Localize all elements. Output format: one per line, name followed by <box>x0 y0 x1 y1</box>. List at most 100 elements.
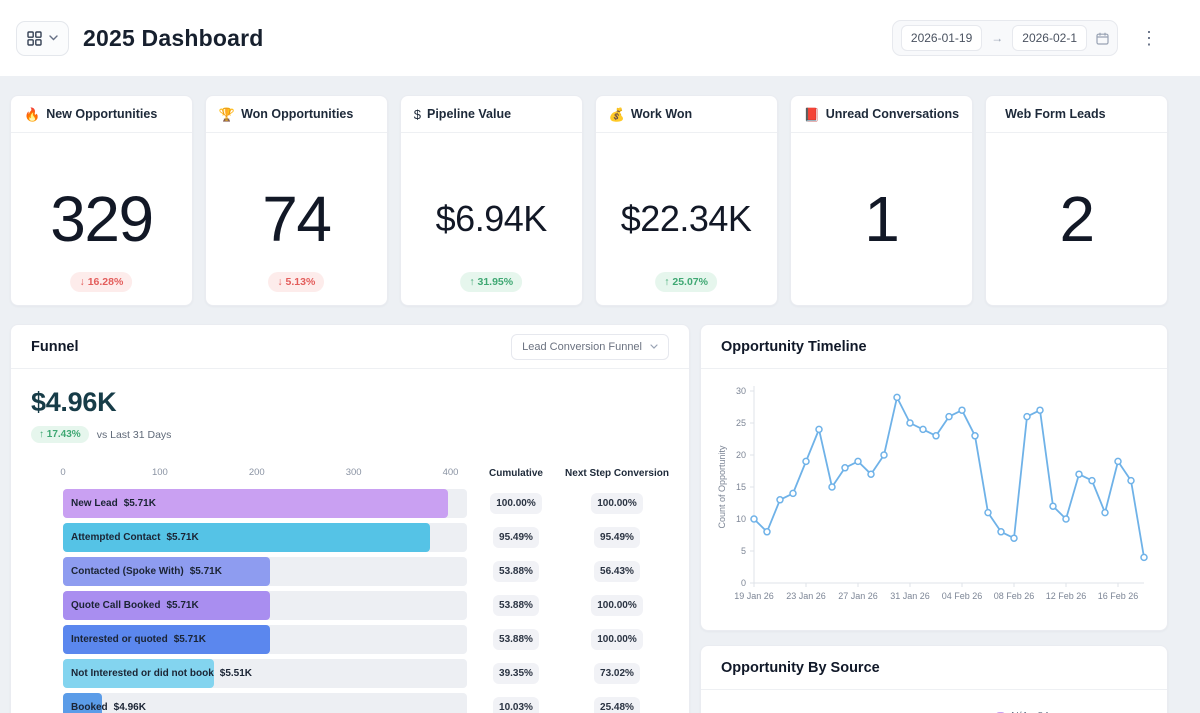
kpi-delta-badge: ↓ 16.28% <box>70 272 133 292</box>
date-range-picker[interactable]: 2026-01-19 → 2026-02-1 <box>891 20 1118 56</box>
cumulative-value: 53.88% <box>493 629 539 650</box>
opportunity-by-source-panel: Opportunity By Source N/A · 84 <box>700 645 1168 713</box>
funnel-row: Contacted (Spoke With) $5.71K 53.88% 56.43% <box>31 557 669 586</box>
more-options-button[interactable]: ⋮ <box>1136 25 1162 51</box>
funnel-bar-label: Contacted (Spoke With) <box>71 566 184 577</box>
funnel-bar-track: Booked $4.96K <box>63 693 467 713</box>
end-date-field[interactable]: 2026-02-1 <box>1012 25 1087 51</box>
funnel-select-value: Lead Conversion Funnel <box>522 340 642 353</box>
kpi-value: 1 <box>864 183 900 255</box>
kpi-value: $22.34K <box>620 198 752 239</box>
cumulative-value: 53.88% <box>493 595 539 616</box>
cumulative-column-header: Cumulative <box>489 467 543 479</box>
calendar-icon <box>1096 32 1109 45</box>
funnel-bar-track: Contacted (Spoke With) $5.71K <box>63 557 467 586</box>
funnel-bar[interactable]: Booked $4.96K <box>63 693 146 713</box>
start-date-field[interactable]: 2026-01-19 <box>900 25 983 51</box>
timeline-panel-title: Opportunity Timeline <box>721 338 867 355</box>
svg-text:0: 0 <box>741 578 746 588</box>
funnel-type-select[interactable]: Lead Conversion Funnel <box>511 333 669 360</box>
svg-text:15: 15 <box>736 482 746 492</box>
funnel-row: Booked $4.96K 10.03% 25.48% <box>31 693 669 713</box>
next-step-conversion-value: 73.02% <box>594 663 640 684</box>
funnel-bar-label: New Lead <box>71 498 118 509</box>
svg-text:19 Jan 26: 19 Jan 26 <box>734 591 774 601</box>
cumulative-value: 10.03% <box>493 697 539 713</box>
cumulative-value: 100.00% <box>490 493 542 514</box>
red-book-icon: 📕 <box>803 106 820 122</box>
funnel-delta-badge: ↑ 17.43% <box>31 426 89 443</box>
funnel-compare-label: vs Last 31 Days <box>96 428 172 441</box>
kpi-card-row: 🔥 New Opportunities 329 ↓ 16.28% 🏆 Won O… <box>10 95 1168 306</box>
funnel-bar-label: Attempted Contact <box>71 532 161 543</box>
kpi-title: Pipeline Value <box>427 107 512 121</box>
funnel-total-value: $4.96K <box>31 387 117 417</box>
range-arrow: → <box>991 31 1004 45</box>
next-step-conversion-value: 100.00% <box>591 493 643 514</box>
axis-tick-label: 400 <box>442 467 459 478</box>
svg-text:20: 20 <box>736 450 746 460</box>
kpi-title: Unread Conversations <box>825 107 960 121</box>
chevron-down-icon <box>49 35 58 41</box>
top-bar: 2025 Dashboard 2026-01-19 → 2026-02-1 ⋮ <box>0 0 1200 76</box>
grid-icon <box>27 30 42 46</box>
funnel-bar-label: Booked <box>71 702 108 713</box>
svg-text:27 Jan 26: 27 Jan 26 <box>838 591 878 601</box>
svg-text:23 Jan 26: 23 Jan 26 <box>786 591 826 601</box>
cumulative-value: 95.49% <box>493 527 539 548</box>
funnel-bar-track: Attempted Contact $5.71K <box>63 523 467 552</box>
funnel-rows: New Lead $5.71K 100.00% 100.00% Attempted Co… <box>31 489 669 713</box>
kpi-value: 2 <box>1059 183 1096 255</box>
kpi-value: 74 <box>262 183 332 255</box>
svg-text:Count of Opportunity: Count of Opportunity <box>717 445 727 529</box>
kpi-value: 329 <box>50 183 154 255</box>
funnel-x-axis: 0 100 200 300 400 <box>60 467 467 480</box>
next-step-conversion-value: 95.49% <box>594 527 640 548</box>
funnel-bar-value: $5.71K <box>166 600 199 611</box>
cumulative-value: 53.88% <box>493 561 539 582</box>
funnel-panel-title: Funnel <box>31 338 79 355</box>
svg-text:10: 10 <box>736 514 746 524</box>
next-step-conversion-value: 100.00% <box>591 629 643 650</box>
source-panel-title: Opportunity By Source <box>721 659 880 676</box>
funnel-bar[interactable]: New Lead $5.71K <box>63 489 448 518</box>
kpi-card-work-won: 💰 Work Won $22.34K ↑ 25.07% <box>594 95 778 306</box>
funnel-bar[interactable]: Contacted (Spoke With) $5.71K <box>63 557 271 586</box>
kpi-card-new-opportunities: 🔥 New Opportunities 329 ↓ 16.28% <box>10 95 193 306</box>
svg-text:08 Feb 26: 08 Feb 26 <box>994 591 1035 601</box>
kpi-card-unread-conversations: 📕 Unread Conversations 1 <box>789 95 974 306</box>
kpi-title: Web Form Leads <box>1005 107 1106 121</box>
axis-tick-label: 100 <box>151 467 168 478</box>
opportunity-timeline-panel: Opportunity Timeline Count of Opportunit… <box>700 324 1168 631</box>
funnel-bar-label: Not Interested or did not book <box>71 668 214 679</box>
kpi-delta-badge: ↑ 31.95% <box>460 272 523 292</box>
next-step-conversion-value: 56.43% <box>594 561 640 582</box>
funnel-bar-value: $5.71K <box>173 634 206 645</box>
svg-text:16 Feb 26: 16 Feb 26 <box>1098 591 1139 601</box>
funnel-bar-track: New Lead $5.71K <box>63 489 467 518</box>
svg-text:04 Feb 26: 04 Feb 26 <box>942 591 983 601</box>
dashboard-switcher-button[interactable] <box>16 20 69 56</box>
kpi-title: Won Opportunities <box>241 107 354 121</box>
source-legend-item: N/A · 84 <box>996 710 1049 713</box>
axis-tick-label: 0 <box>60 467 66 478</box>
flame-icon: 🔥 <box>24 106 41 122</box>
svg-text:31 Jan 26: 31 Jan 26 <box>890 591 930 601</box>
funnel-row: New Lead $5.71K 100.00% 100.00% <box>31 489 669 518</box>
next-step-conversion-value: 100.00% <box>591 595 643 616</box>
page-title: 2025 Dashboard <box>83 24 264 51</box>
next-step-column-header: Next Step Conversion <box>565 467 669 479</box>
funnel-bar[interactable]: Interested or quoted $5.71K <box>63 625 271 654</box>
funnel-bar[interactable]: Quote Call Booked $5.71K <box>63 591 271 620</box>
funnel-bar[interactable]: Attempted Contact $5.71K <box>63 523 431 552</box>
svg-text:12 Feb 26: 12 Feb 26 <box>1046 591 1087 601</box>
funnel-bar-label: Interested or quoted <box>71 634 168 645</box>
funnel-bar[interactable]: Not Interested or did not book $5.51K <box>63 659 252 688</box>
funnel-bar-track: Not Interested or did not book $5.51K <box>63 659 467 688</box>
funnel-bar-value: $5.71K <box>166 532 199 543</box>
trophy-icon: 🏆 <box>218 106 236 122</box>
funnel-bar-value: $5.71K <box>123 498 156 509</box>
dollar-icon: $ <box>413 106 421 122</box>
kpi-title: Work Won <box>630 107 693 121</box>
axis-tick-label: 300 <box>345 467 362 478</box>
